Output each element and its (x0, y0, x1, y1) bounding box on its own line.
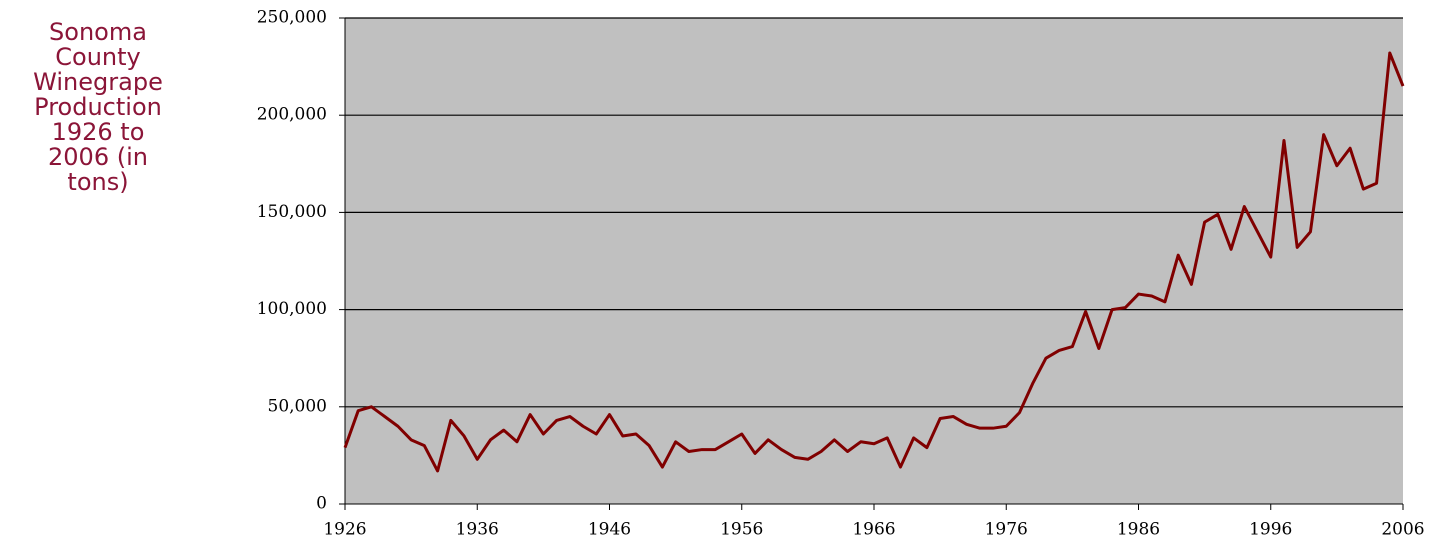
x-tick-label: 2006 (1381, 520, 1424, 540)
x-tick-label: 1976 (985, 520, 1028, 540)
x-tick-label: 1986 (1117, 520, 1160, 540)
plot-area (345, 18, 1403, 504)
y-tick-label: 200,000 (257, 105, 327, 125)
y-tick-label: 0 (316, 494, 327, 514)
y-tick-label: 50,000 (268, 396, 327, 416)
chart-title: Sonoma County Winegrape Production 1926 … (33, 18, 163, 196)
x-tick-label: 1936 (456, 520, 499, 540)
y-tick-label: 100,000 (257, 299, 327, 319)
x-tick-label: 1956 (720, 520, 763, 540)
y-tick-label: 150,000 (257, 202, 327, 222)
y-tick-label: 250,000 (257, 8, 327, 28)
data-line (343, 51, 1405, 473)
x-tick-label: 1996 (1249, 520, 1292, 540)
x-tick-label: 1946 (588, 520, 631, 540)
x-tick-label: 1966 (852, 520, 895, 540)
x-tick-label: 1926 (323, 520, 366, 540)
